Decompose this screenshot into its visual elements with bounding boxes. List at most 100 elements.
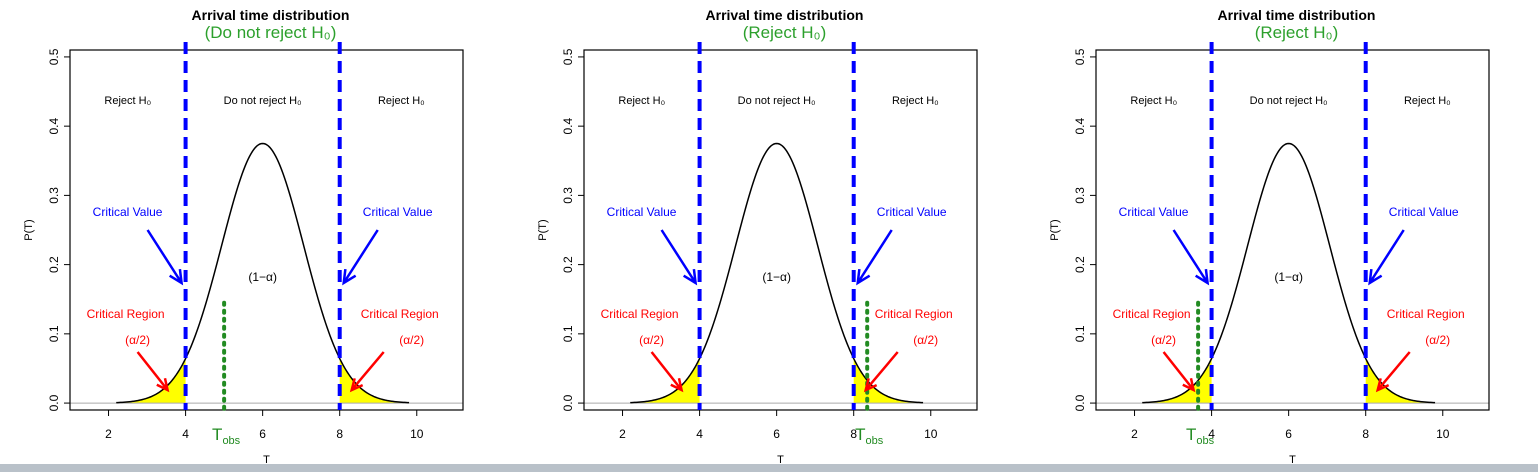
t-obs-subscript: obs (222, 435, 240, 447)
chart-title: Arrival time distribution (706, 7, 864, 23)
region-label-middle: Do not reject H₀ (224, 95, 302, 107)
t-obs-symbol: T (855, 425, 865, 444)
critical-region-fill-right (339, 358, 410, 404)
t-obs-symbol: T (212, 425, 222, 444)
y-axis-label: P(T) (537, 219, 549, 240)
x-tick-label: 4 (182, 427, 189, 441)
x-tick-label: 10 (1436, 427, 1450, 441)
y-tick-label: 0.0 (1073, 394, 1087, 411)
alpha-half-label-left: (α/2) (1151, 333, 1176, 347)
t-obs-label: Tobs (1186, 425, 1215, 447)
critical-value-label-right: Critical Value (363, 205, 433, 219)
x-tick-label: 8 (850, 427, 857, 441)
t-obs-symbol: T (1186, 425, 1196, 444)
y-tick-label: 0.4 (561, 117, 575, 134)
confidence-label: (1−α) (762, 270, 791, 284)
critical-value-arrow-left (146, 229, 184, 286)
region-label-left: Reject H₀ (104, 95, 151, 107)
x-tick-label: 6 (773, 427, 780, 441)
alpha-half-label-right: (α/2) (1425, 333, 1450, 347)
critical-region-fill-left (1142, 358, 1212, 404)
critical-value-label-right: Critical Value (1389, 205, 1459, 219)
y-tick-label: 0.0 (47, 394, 61, 411)
region-label-middle: Do not reject H₀ (738, 95, 816, 107)
x-axis-label: T (777, 454, 784, 464)
x-tick-label: 6 (1285, 427, 1292, 441)
chart-subtitle: (Do not reject H₀) (205, 23, 337, 42)
t-obs-subscript: obs (866, 435, 884, 447)
x-tick-label: 8 (336, 427, 343, 441)
y-tick-label: 0.0 (561, 394, 575, 411)
y-tick-label: 0.1 (47, 325, 61, 342)
critical-value-label-left: Critical Value (1119, 205, 1189, 219)
critical-value-label-left: Critical Value (93, 205, 163, 219)
x-axis-label: T (263, 454, 270, 464)
critical-region-fill-left (630, 358, 700, 404)
chart-title: Arrival time distribution (1218, 7, 1376, 23)
chart-panel-3: Arrival time distribution(Reject H₀) 2 4 6 8… (1049, 7, 1490, 464)
y-tick-label: 0.1 (1073, 325, 1087, 342)
x-tick-label: 2 (105, 427, 112, 441)
x-tick-label: 4 (1208, 427, 1215, 441)
y-tick-label: 0.1 (561, 325, 575, 342)
y-axis-label: P(T) (23, 219, 35, 240)
region-label-right: Reject H₀ (378, 95, 425, 107)
x-tick-label: 8 (1362, 427, 1369, 441)
y-tick-label: 0.5 (47, 48, 61, 65)
y-tick-label: 0.4 (1073, 117, 1087, 134)
y-tick-label: 0.3 (1073, 187, 1087, 204)
region-label-right: Reject H₀ (892, 95, 939, 107)
y-tick-label: 0.2 (47, 256, 61, 273)
y-tick-label: 0.2 (1073, 256, 1087, 273)
critical-value-arrow-left (660, 229, 698, 286)
critical-region-arrow-left (650, 351, 684, 393)
y-tick-label: 0.4 (47, 117, 61, 134)
critical-region-label-right: Critical Region (361, 307, 439, 321)
critical-value-arrow-right (856, 229, 893, 286)
confidence-label: (1−α) (248, 270, 277, 284)
plot-frame (69, 49, 464, 411)
critical-region-arrow-left (136, 351, 170, 393)
plot-frame (1095, 49, 1490, 411)
chart-title: Arrival time distribution (192, 7, 350, 23)
critical-region-fill-right (853, 358, 924, 404)
plot-frame (583, 49, 978, 411)
y-axis-label: P(T) (1049, 219, 1061, 240)
region-label-middle: Do not reject H₀ (1250, 95, 1328, 107)
t-obs-label: Tobs (855, 425, 884, 447)
region-label-left: Reject H₀ (618, 95, 665, 107)
chart-panel-2: Arrival time distribution(Reject H₀) 2 4 6 8… (537, 7, 978, 464)
x-tick-label: 4 (696, 427, 703, 441)
chart-subtitle: (Reject H₀) (1255, 23, 1339, 42)
y-tick-label: 0.2 (561, 256, 575, 273)
critical-region-fill-right (1365, 358, 1436, 404)
y-tick-label: 0.5 (1073, 48, 1087, 65)
critical-region-label-left: Critical Region (1113, 307, 1191, 321)
region-label-right: Reject H₀ (1404, 95, 1451, 107)
y-tick-label: 0.5 (561, 48, 575, 65)
chart-panel-1: Arrival time distribution(Do not reject … (23, 7, 464, 464)
critical-region-label-right: Critical Region (875, 307, 953, 321)
region-label-left: Reject H₀ (1130, 95, 1177, 107)
critical-region-arrow-right (1375, 351, 1411, 393)
critical-value-label-left: Critical Value (607, 205, 677, 219)
x-tick-label: 10 (924, 427, 938, 441)
critical-value-arrow-right (342, 229, 379, 286)
t-obs-subscript: obs (1196, 435, 1214, 447)
alpha-half-label-right: (α/2) (399, 333, 424, 347)
critical-region-label-right: Critical Region (1387, 307, 1465, 321)
alpha-half-label-left: (α/2) (125, 333, 150, 347)
y-tick-label: 0.3 (561, 187, 575, 204)
critical-value-arrow-left (1172, 229, 1210, 286)
x-axis-label: T (1289, 454, 1296, 464)
x-tick-label: 2 (619, 427, 626, 441)
critical-region-arrow-right (863, 351, 899, 393)
x-tick-label: 6 (259, 427, 266, 441)
alpha-half-label-left: (α/2) (639, 333, 664, 347)
critical-value-label-right: Critical Value (877, 205, 947, 219)
critical-region-label-left: Critical Region (87, 307, 165, 321)
y-tick-label: 0.3 (47, 187, 61, 204)
critical-region-label-left: Critical Region (601, 307, 679, 321)
critical-value-arrow-right (1368, 229, 1405, 286)
